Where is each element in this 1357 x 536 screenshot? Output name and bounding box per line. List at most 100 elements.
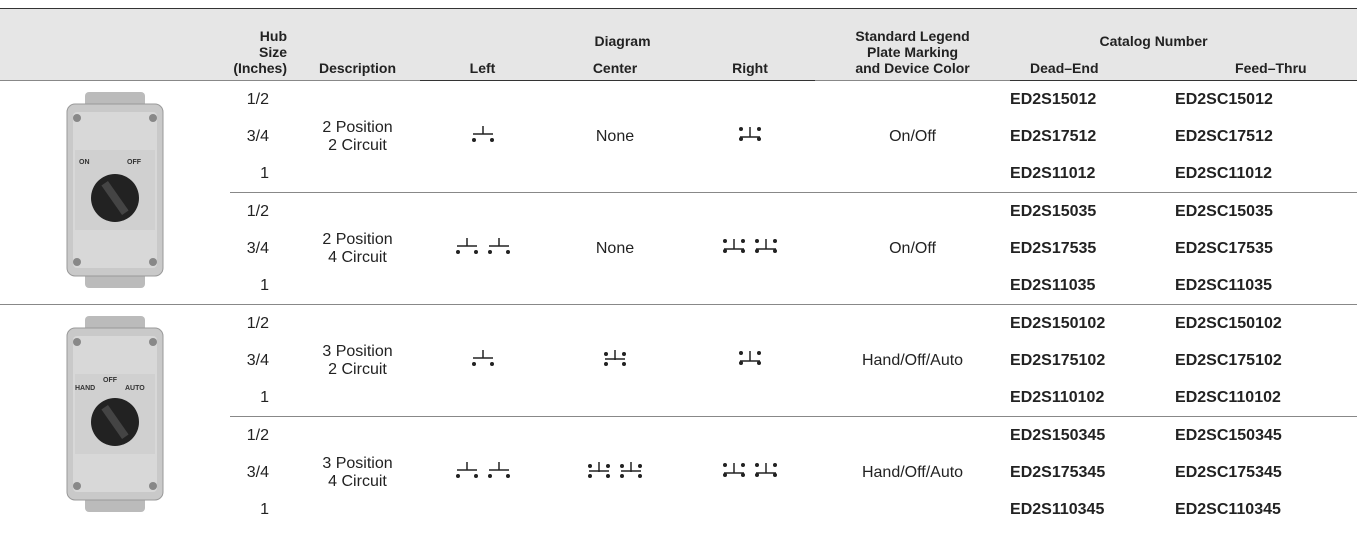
description: 3 Position 2 Circuit (295, 304, 420, 417)
header-catalog: Catalog Number (1010, 8, 1357, 53)
feed-thru-number: ED2SC17512 (1175, 127, 1273, 145)
table-row: 1 ED2S110345 ED2SC110345 (0, 491, 1357, 528)
description: 3 Position 4 Circuit (295, 416, 420, 528)
header-text: Hub Size (258, 28, 287, 60)
header-center: Center (545, 52, 685, 81)
feed-thru-number: ED2SC150345 (1175, 416, 1357, 454)
plate-label: OFF (127, 159, 142, 166)
hub-size: 1 (260, 276, 269, 294)
legend: On/Off (815, 192, 1011, 305)
feed-thru-number: ED2SC15035 (1175, 192, 1357, 230)
plate-label: OFF (103, 377, 118, 384)
table-body: ON OFF 1/2 2 Position 2 Circuit None On/Off ED2… (0, 80, 1357, 528)
hub-size: 1 (260, 388, 269, 406)
header-text: Standard Legend (855, 28, 970, 44)
table-row: OFF HAND AUTO 1/2 3 Position 2 Circuit Hand/Of… (0, 304, 1357, 528)
dead-end-number: ED2S15035 (1010, 192, 1176, 230)
right-diagram (685, 304, 816, 417)
header-description: Description (295, 8, 420, 81)
plate-label: ON (79, 159, 90, 166)
description-line: 2 Circuit (328, 360, 387, 378)
feed-thru-number: ED2SC175102 (1175, 351, 1282, 369)
header-blank (0, 8, 230, 81)
symbol (604, 350, 626, 366)
symbol (588, 462, 642, 478)
image-cell: ON OFF (0, 80, 230, 305)
dead-end-number: ED2S110102 (1010, 388, 1105, 406)
left-diagram (420, 192, 545, 305)
legend: Hand/Off/Auto (815, 304, 1011, 417)
dead-end-number: ED2S175102 (1010, 351, 1106, 369)
table-row: 3/4 ED2S175345 ED2SC175345 (0, 454, 1357, 491)
hub-size: 1 (260, 164, 269, 182)
dead-end-number: ED2S150102 (1010, 304, 1176, 342)
table-row: 1/2 3 Position 4 Circuit Hand/Off/Auto ED2S1… (0, 416, 1357, 528)
plate-label: AUTO (125, 385, 145, 392)
description-line: 2 Circuit (328, 136, 387, 154)
symbol (471, 126, 494, 142)
hub-size: 3/4 (246, 127, 269, 145)
symbol (723, 239, 778, 253)
hub-size: 3/4 (246, 463, 269, 481)
description-line: 4 Circuit (328, 472, 387, 490)
center-diagram: None (545, 80, 685, 193)
dead-end-number: ED2S175345 (1010, 463, 1106, 481)
hub-size: 1/2 (230, 80, 295, 118)
dead-end-number: ED2S17512 (1010, 127, 1097, 145)
table-row: 1/2 2 Position 4 Circuit None On/Off ED2S1503… (0, 192, 1357, 305)
header-text: (Inches) (233, 60, 287, 76)
feed-thru-number: ED2SC150102 (1175, 304, 1357, 342)
feed-thru-number: ED2SC17535 (1175, 239, 1273, 257)
hub-size: 1 (260, 500, 269, 518)
table-row: 1 ED2S11035 ED2SC11035 (0, 267, 1357, 305)
plate-label: HAND (75, 385, 95, 392)
hub-size: 1/2 (230, 192, 295, 230)
legend: On/Off (815, 80, 1011, 193)
description-line: 4 Circuit (328, 248, 387, 266)
table-row: 3/4 ED2S17535 ED2SC17535 (0, 230, 1357, 267)
table-row: 1 ED2S11012 ED2SC11012 (0, 155, 1357, 193)
center-diagram: None (545, 192, 685, 305)
table-row: 3/4 ED2S17512 ED2SC17512 (0, 118, 1357, 155)
symbol (455, 238, 510, 254)
switch-image: ON OFF (66, 92, 164, 288)
description-line: 3 Position (322, 454, 393, 472)
hub-size: 3/4 (246, 351, 269, 369)
catalog-table: Hub Size (Inches) Description Diagram Sta… (0, 8, 1357, 528)
header-feed-thru: Feed–Thru (1175, 52, 1357, 81)
image-cell: OFF HAND AUTO (0, 304, 230, 528)
dead-end-number: ED2S17535 (1010, 239, 1097, 257)
header-right: Right (685, 52, 816, 81)
left-diagram (420, 80, 545, 193)
header-text: Plate Marking (867, 44, 959, 60)
table-row: 1 ED2S110102 ED2SC110102 (0, 379, 1357, 417)
switch-image: OFF HAND AUTO (66, 316, 164, 512)
description: 2 Position 2 Circuit (295, 80, 420, 193)
dead-end-number: ED2S150345 (1010, 416, 1176, 454)
legend: Hand/Off/Auto (815, 416, 1011, 528)
symbol (739, 351, 762, 365)
center-diagram (545, 304, 685, 417)
table-row: 3/4 ED2S175102 ED2SC175102 (0, 342, 1357, 379)
feed-thru-number: ED2SC15012 (1175, 80, 1357, 118)
header-legend: Standard Legend Plate Marking and Device C… (815, 8, 1011, 81)
description-line: 2 Position (322, 230, 393, 248)
feed-thru-number: ED2SC110345 (1175, 500, 1281, 518)
description-line: 2 Position (322, 118, 393, 136)
symbol (471, 350, 494, 366)
feed-thru-number: ED2SC110102 (1175, 388, 1281, 406)
symbol (455, 462, 510, 478)
hub-size: 1/2 (230, 416, 295, 454)
right-diagram (685, 416, 816, 528)
dead-end-number: ED2S110345 (1010, 500, 1105, 518)
header-text: and Device Color (855, 60, 970, 76)
hub-size: 3/4 (246, 239, 269, 257)
description: 2 Position 4 Circuit (295, 192, 420, 305)
feed-thru-number: ED2SC175345 (1175, 463, 1282, 481)
dead-end-number: ED2S11035 (1010, 276, 1096, 294)
dead-end-number: ED2S11012 (1010, 164, 1096, 182)
symbol (739, 127, 762, 141)
header-diagram: Diagram (420, 8, 816, 53)
symbol (723, 463, 778, 477)
